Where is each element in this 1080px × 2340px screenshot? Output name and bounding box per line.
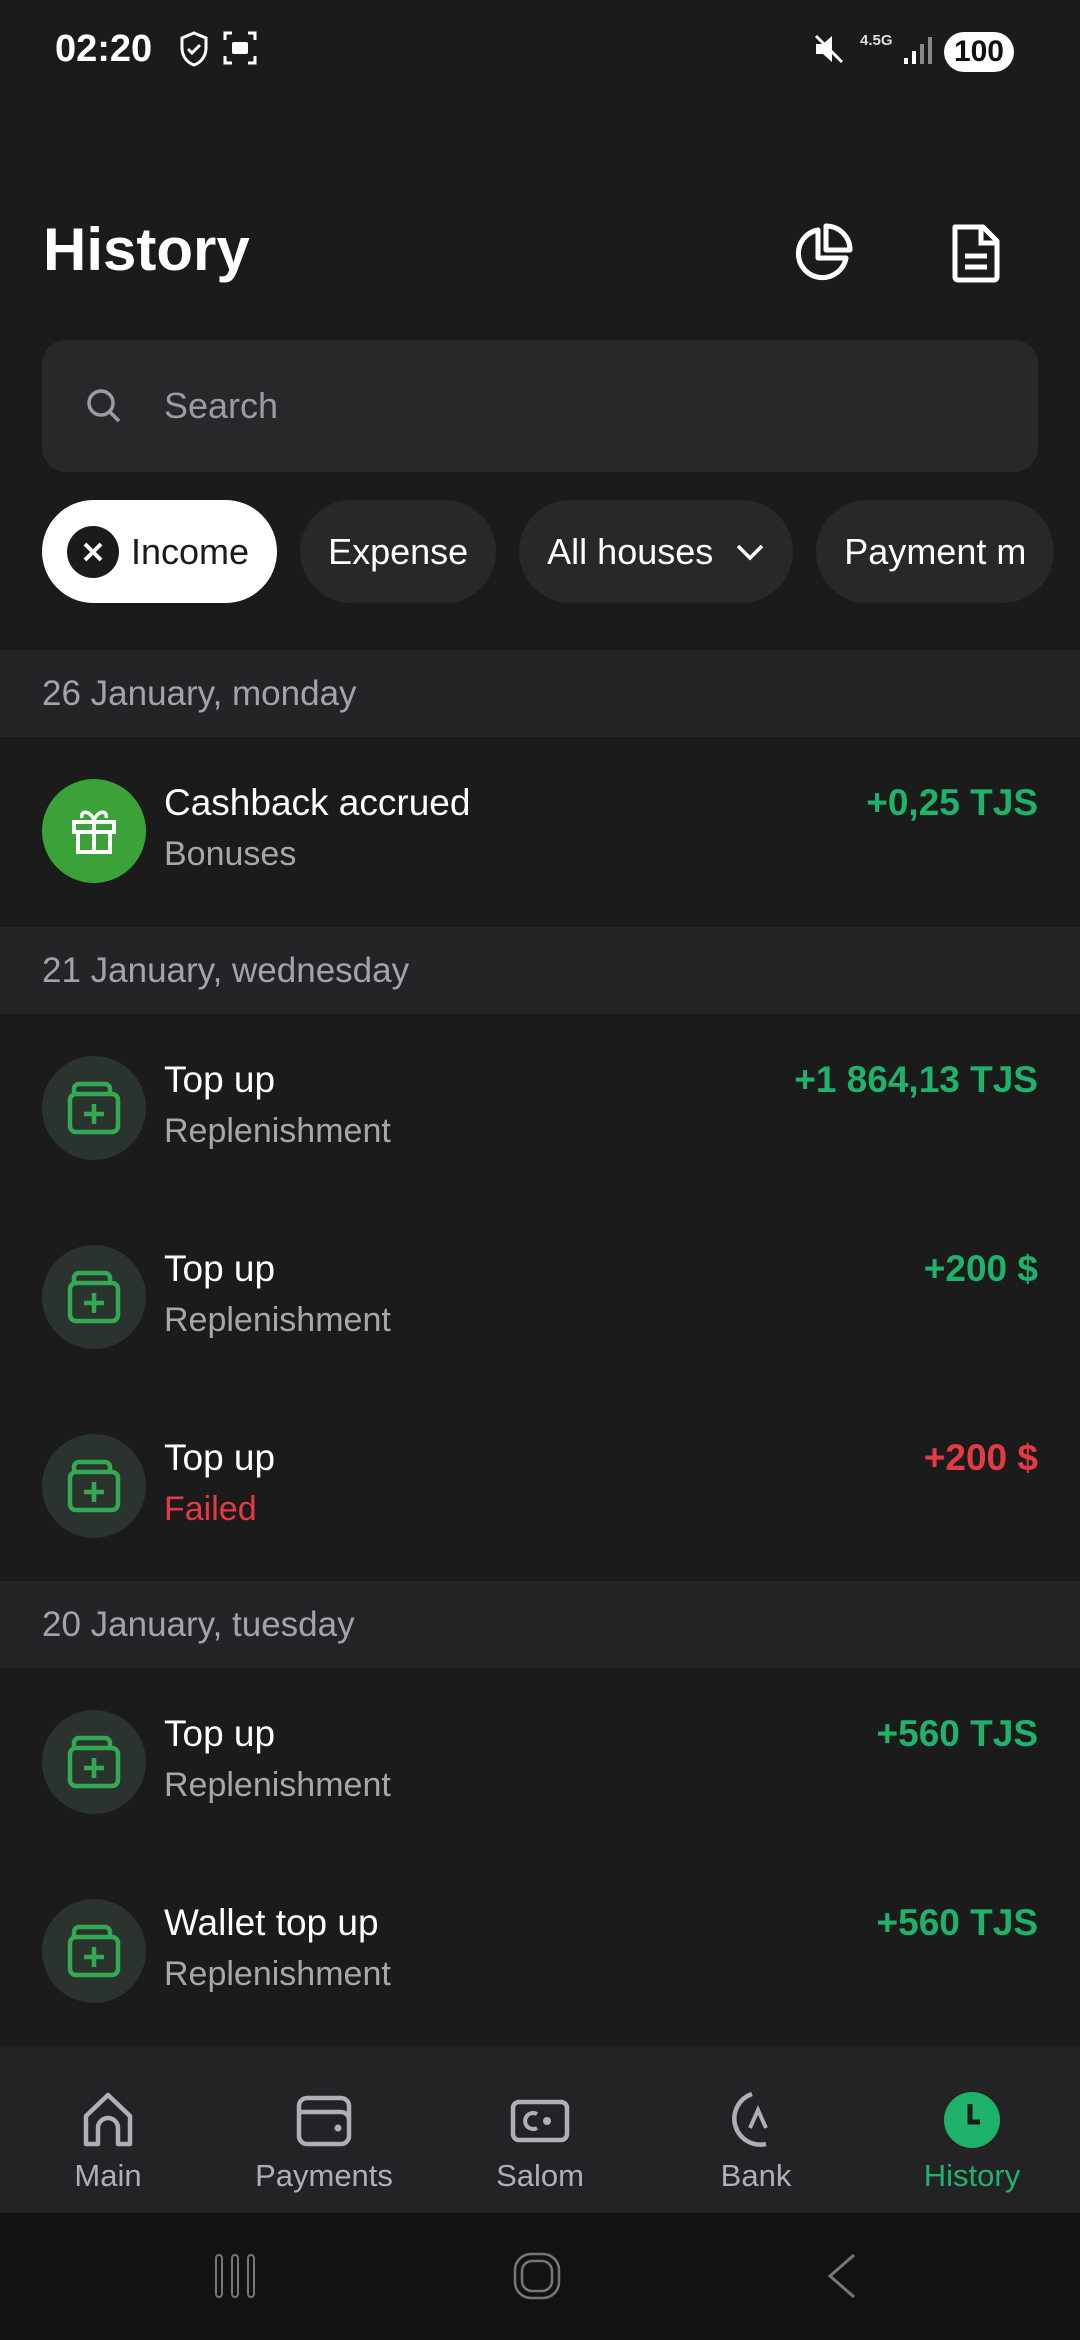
status-time: 02:20 [55,28,153,70]
pie-chart-icon [795,223,853,281]
transaction-amount: +0,25 TJS [866,782,1038,823]
chip-label: All houses [547,530,714,572]
network-type: 4.5G [860,32,893,49]
document-icon [952,224,1000,283]
transaction-icon [42,1899,146,2003]
status-bar: 02:20 4.5G 100 [0,0,1080,100]
close-icon [83,542,103,561]
date-header: 26 January, monday [0,650,1080,737]
filter-expense[interactable]: Expense [300,500,497,603]
home-button-icon[interactable] [512,2251,562,2301]
transaction-amount: +560 TJS [876,1713,1038,1754]
filter-income[interactable]: Income [42,500,278,603]
transaction-subtitle: Bonuses [164,835,297,873]
filter-houses[interactable]: All houses [519,500,794,603]
filter-chips: Income Expense All houses Payment m [42,500,1055,603]
clock-icon [944,2092,1000,2148]
date-header: 20 January, tuesday [0,1581,1080,1668]
wallet-plus-icon [67,1459,121,1513]
bank-icon [732,2091,768,2147]
transaction-amount: +200 $ [923,1248,1038,1289]
filter-payment-method[interactable]: Payment m [816,500,1055,603]
home-icon [83,2092,133,2147]
bottom-nav: Main Payments Salom Bank History [0,2046,1080,2213]
screenshot-icon [223,31,257,65]
search-input[interactable] [164,385,864,427]
wallet-plus-icon [67,1735,121,1789]
transaction-subtitle: Replenishment [164,1112,391,1150]
recent-apps-icon[interactable] [212,2251,262,2301]
nav-payments[interactable]: Payments [216,2046,432,2213]
transaction-row[interactable]: Top up Replenishment +200 $ [0,1203,1080,1392]
chevron-down-icon [737,544,764,560]
nav-label: Payments [255,2158,393,2193]
chip-label: Expense [328,530,469,572]
search-bar[interactable] [42,340,1038,472]
transaction-row[interactable]: Top up Replenishment +1 864,13 TJS [0,1014,1080,1203]
transaction-title: Top up [164,1248,276,1289]
search-icon [87,389,121,423]
wallet-icon [296,2095,352,2147]
page-title: History [43,216,250,283]
nav-label: Main [74,2158,142,2193]
nav-history[interactable]: History [864,2046,1080,2213]
chip-label: Payment m [844,530,1027,572]
date-header: 21 January, wednesday [0,927,1080,1014]
transaction-icon [42,1710,146,1814]
nav-salom[interactable]: Salom [432,2046,648,2213]
system-nav-bar [0,2213,1080,2340]
transaction-subtitle: Failed [164,1490,257,1528]
transaction-subtitle: Replenishment [164,1301,391,1339]
transaction-row[interactable]: Wallet top up Replenishment +560 TJS [0,1857,1080,2046]
transaction-title: Top up [164,1713,276,1754]
nav-bank[interactable]: Bank [648,2046,864,2213]
transaction-title: Wallet top up [164,1902,379,1943]
wallet-plus-icon [67,1924,121,1978]
transaction-icon [42,779,146,883]
transaction-row[interactable]: Cashback accrued Bonuses +0,25 TJS [0,737,1080,926]
transaction-amount: +200 $ [923,1437,1038,1478]
transaction-row[interactable]: Top up Replenishment +560 TJS [0,1668,1080,1857]
transaction-title: Top up [164,1437,276,1478]
transaction-icon [42,1245,146,1349]
wallet-plus-icon [67,1081,121,1135]
nav-label: Bank [720,2158,792,2193]
analytics-button[interactable] [788,218,858,288]
transaction-amount: +560 TJS [876,1902,1038,1943]
transaction-row[interactable]: Top up Failed +200 $ [0,1392,1080,1581]
chip-label: Income [131,530,250,572]
signal-icon [904,37,932,64]
transaction-icon [42,1056,146,1160]
transaction-title: Top up [164,1059,276,1100]
nav-main[interactable]: Main [0,2046,216,2213]
transaction-subtitle: Replenishment [164,1766,391,1804]
nav-label: Salom [496,2158,584,2193]
wallet-plus-icon [67,1270,121,1324]
nav-label: History [923,2158,1021,2193]
transaction-amount: +1 864,13 TJS [794,1059,1038,1100]
statement-button[interactable] [941,218,1011,288]
gift-icon [72,810,116,854]
mute-icon [814,34,844,64]
clear-filter-button[interactable] [67,525,119,578]
card-icon [510,2099,570,2143]
transaction-subtitle: Replenishment [164,1955,391,1993]
transaction-title: Cashback accrued [164,782,471,823]
transaction-icon [42,1434,146,1538]
back-icon[interactable] [822,2251,862,2301]
battery-level: 100 [943,32,1014,72]
shield-icon [180,31,208,67]
